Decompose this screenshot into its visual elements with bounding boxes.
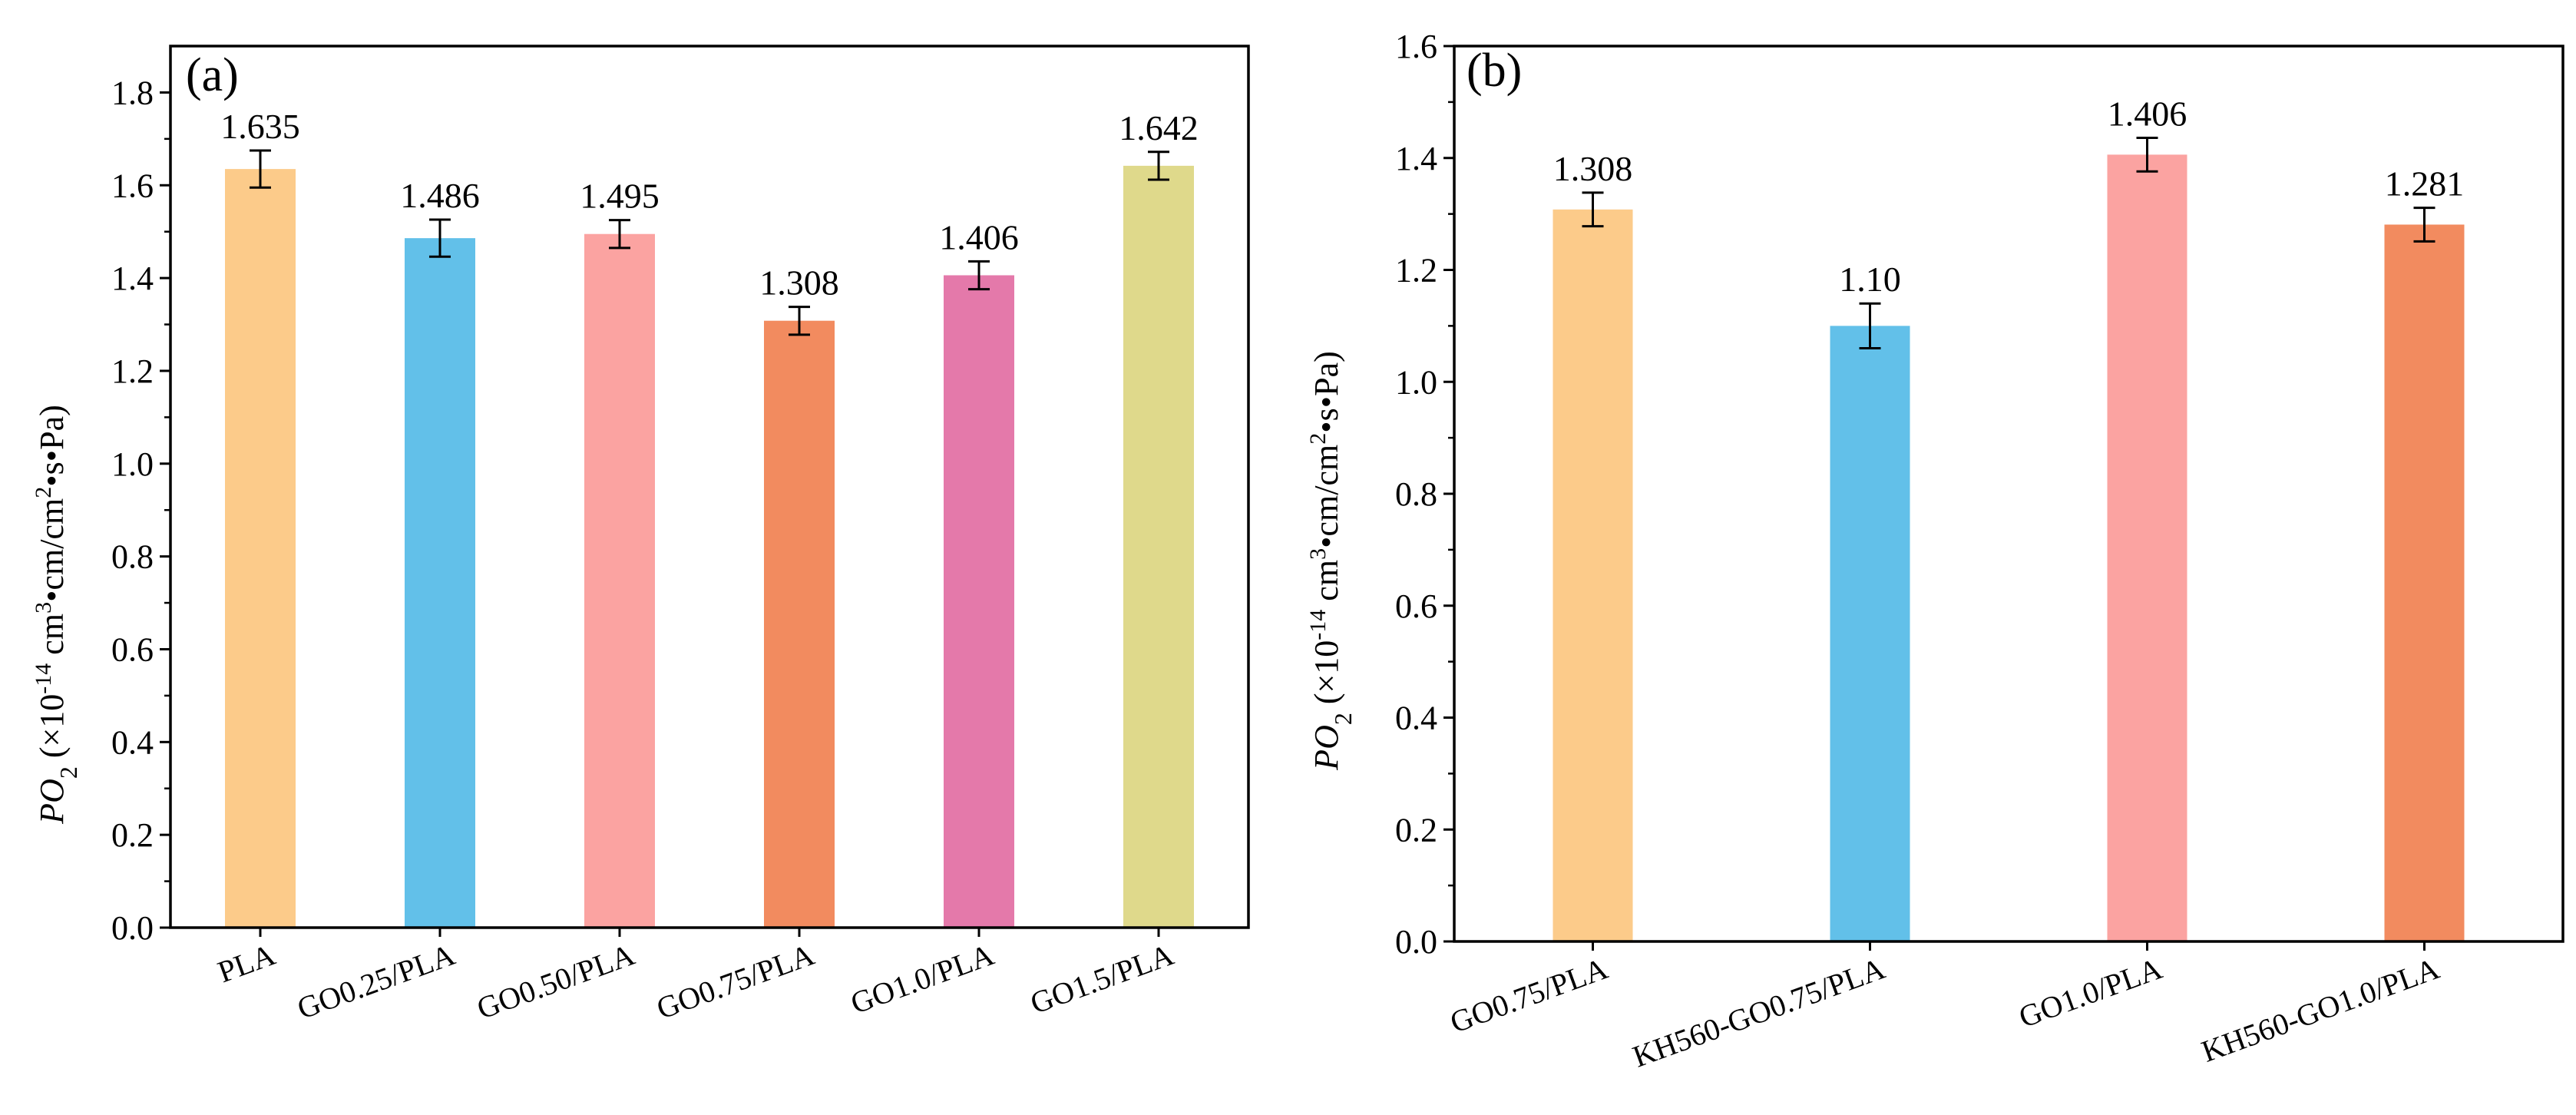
y-tick-label-a-7: 1.4	[111, 260, 154, 297]
y-tick-label-b-1: 0.2	[1395, 811, 1437, 849]
y-tick-label-b-5: 1.0	[1395, 363, 1437, 401]
error-bar-a-3	[789, 306, 810, 336]
error-bar-a-2	[609, 219, 630, 250]
bar-a-4	[944, 275, 1014, 928]
bar-a-5	[1123, 165, 1194, 928]
panel-label-a: (a)	[186, 49, 239, 101]
y-tick-label-b-7: 1.4	[1395, 140, 1437, 177]
error-bar-b-3	[2413, 207, 2435, 243]
y-tick-label-a-0: 0.0	[111, 909, 154, 947]
y-tick-label-b-3: 0.6	[1395, 587, 1437, 625]
error-bar-b-0	[1582, 191, 1604, 228]
error-bar-a-4	[968, 260, 990, 291]
value-label-a-0: 1.635	[220, 107, 300, 146]
bar-b-3	[2384, 224, 2465, 941]
value-label-a-2: 1.495	[580, 177, 660, 216]
y-tick-label-a-1: 0.2	[111, 816, 154, 854]
y-tick-label-a-6: 1.2	[111, 352, 154, 390]
y-axis-title-a: PO2 (×10-14 cm3•cm/cm2•s•Pa)	[31, 405, 83, 825]
plot-frame-a	[169, 45, 1250, 929]
bar-b-2	[2107, 154, 2187, 942]
error-bar-a-0	[250, 149, 271, 189]
y-tick-label-b-2: 0.4	[1395, 700, 1437, 737]
y-tick-label-a-4: 0.8	[111, 538, 154, 576]
plot-frame-b	[1453, 45, 2564, 943]
y-tick-label-a-8: 1.6	[111, 167, 154, 204]
value-label-b-1: 1.10	[1839, 260, 1901, 299]
y-tick-label-b-4: 0.8	[1395, 475, 1437, 513]
y-axis-title-b: PO2 (×10-14 cm3•cm/cm2•s•Pa)	[1305, 351, 1357, 771]
y-tick-label-b-6: 1.2	[1395, 252, 1437, 290]
value-label-b-2: 1.406	[2108, 94, 2187, 134]
bar-a-3	[764, 320, 835, 928]
y-tick-label-a-9: 1.8	[111, 74, 154, 111]
value-label-a-5: 1.642	[1119, 108, 1199, 147]
bar-a-2	[584, 233, 655, 928]
y-tick-label-a-3: 0.6	[111, 630, 154, 668]
bar-a-0	[225, 169, 296, 928]
value-label-b-3: 1.281	[2385, 164, 2465, 203]
bar-a-1	[405, 238, 475, 928]
value-label-a-4: 1.406	[939, 217, 1019, 256]
panel-label-b: (b)	[1467, 45, 1522, 97]
bar-b-1	[1830, 326, 1910, 941]
error-bar-a-5	[1148, 151, 1169, 181]
bar-b-0	[1553, 209, 1633, 941]
value-label-b-0: 1.308	[1553, 149, 1633, 188]
value-label-a-3: 1.308	[759, 263, 839, 303]
error-bar-b-1	[1859, 302, 1881, 350]
y-tick-label-a-2: 0.4	[111, 723, 154, 761]
value-label-a-1: 1.486	[400, 176, 480, 215]
y-tick-label-b-8: 1.6	[1395, 28, 1437, 65]
y-tick-label-a-5: 1.0	[111, 445, 154, 483]
error-bar-a-1	[429, 218, 451, 258]
error-bar-b-2	[2136, 137, 2158, 173]
y-tick-label-b-0: 0.0	[1395, 923, 1437, 961]
